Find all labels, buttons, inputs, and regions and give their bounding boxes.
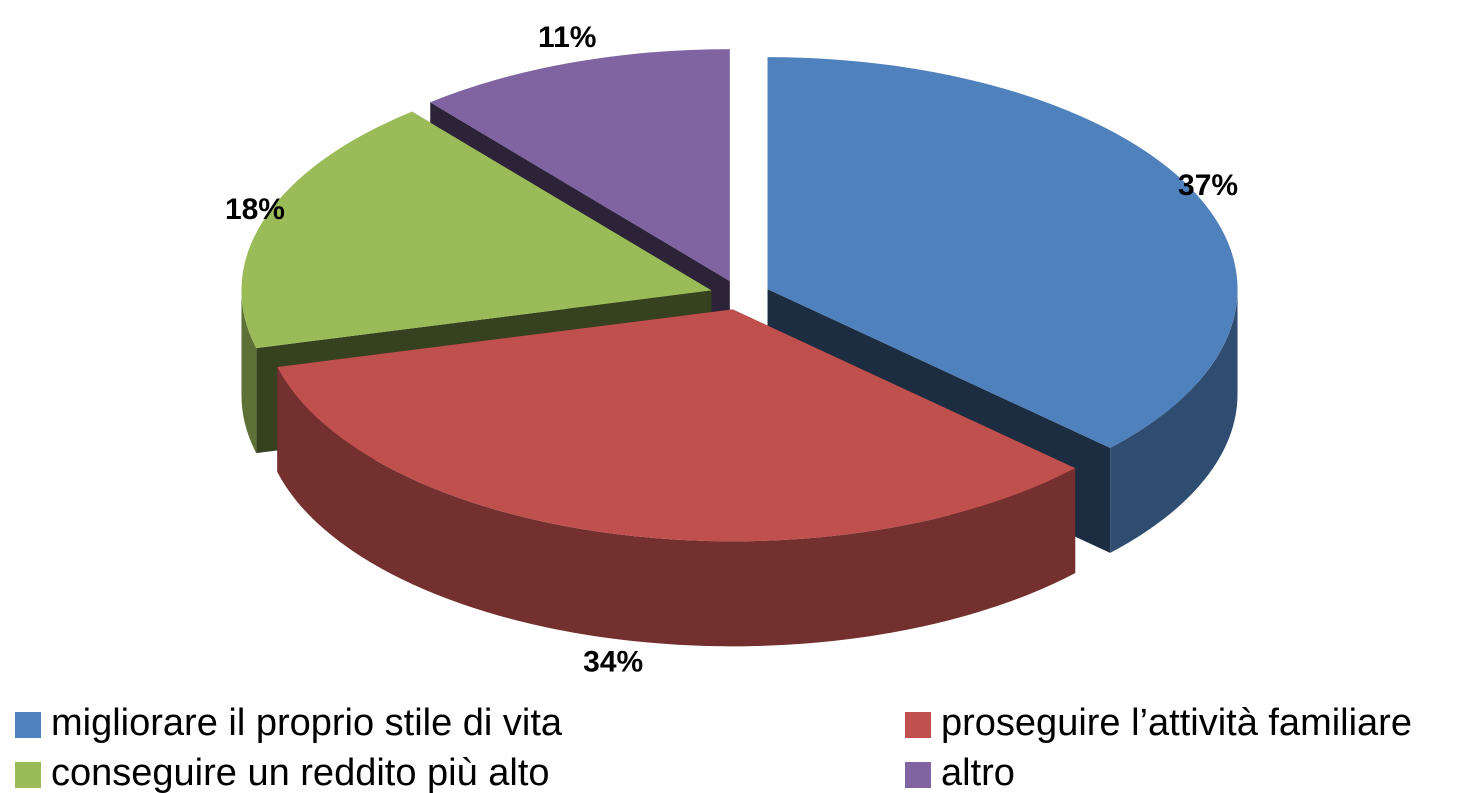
data-label: 37%	[1178, 169, 1238, 202]
data-label: 18%	[225, 193, 285, 226]
slice	[277, 309, 1076, 647]
legend-label: proseguire l’attività familiare	[941, 702, 1412, 744]
slice-top	[767, 57, 1238, 448]
data-label: 11%	[538, 21, 596, 54]
slice-wall	[277, 367, 1076, 647]
legend-swatch	[15, 712, 41, 738]
slice-wall	[1110, 289, 1238, 553]
legend-swatch	[15, 762, 41, 788]
legend-label: migliorare il proprio stile di vita	[51, 702, 563, 744]
legend-label: altro	[941, 752, 1015, 793]
legend-swatch	[905, 712, 931, 738]
data-label: 34%	[583, 645, 643, 678]
legend-swatch	[905, 762, 931, 788]
slice-top	[277, 309, 1076, 542]
legend-label: conseguire un reddito più alto	[51, 752, 550, 793]
slice-top	[241, 111, 712, 349]
slice-wall	[241, 290, 257, 454]
slice-top	[430, 49, 730, 282]
